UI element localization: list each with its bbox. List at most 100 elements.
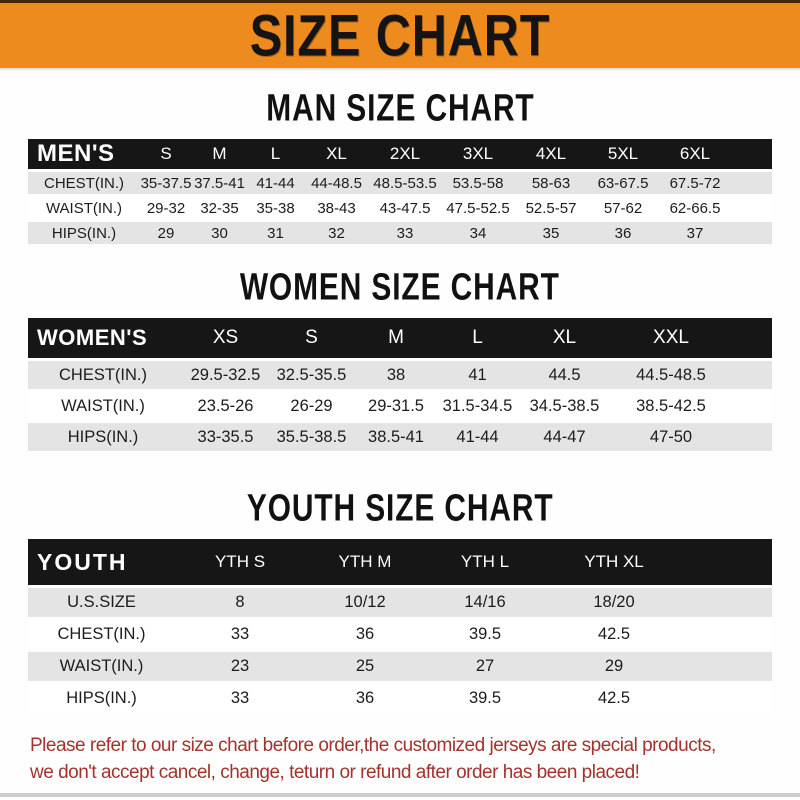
size-cell: 67.5-72: [659, 172, 731, 194]
column-header-filler: [726, 318, 772, 358]
size-cell: 48.5-53.5: [369, 172, 441, 194]
row-label: U.S.SIZE: [28, 588, 175, 617]
size-cell: 57-62: [587, 197, 659, 219]
size-cell: 36: [305, 620, 425, 649]
column-header: 6XL: [659, 139, 731, 169]
size-cell: 33: [175, 620, 305, 649]
size-cell: 41-44: [247, 172, 304, 194]
size-cell-filler: [726, 392, 772, 420]
column-header: 4XL: [515, 139, 587, 169]
size-cell: 26-29: [273, 392, 350, 420]
size-cell: 27: [425, 652, 545, 681]
footer-note: Please refer to our size chart before or…: [30, 732, 800, 786]
size-cell-filler: [683, 588, 772, 617]
table-row: U.S.SIZE 8 10/12 14/16 18/20: [28, 588, 772, 617]
column-header: 3XL: [441, 139, 515, 169]
row-label: CHEST(IN.): [28, 361, 178, 389]
section-women: WOMEN SIZE CHART WOMEN'S XS S M L XL XXL CHEST(…: [0, 247, 800, 454]
size-cell: 29-31.5: [350, 392, 442, 420]
row-label: HIPS(IN.): [28, 684, 175, 713]
size-cell: 8: [175, 588, 305, 617]
row-label: WAIST(IN.): [28, 197, 140, 219]
column-header: 5XL: [587, 139, 659, 169]
size-cell: 35: [515, 222, 587, 244]
column-header: XXL: [616, 318, 726, 358]
size-cell: 37: [659, 222, 731, 244]
size-cell: 52.5-57: [515, 197, 587, 219]
column-header: YTH L: [425, 539, 545, 585]
footer-note-line1: Please refer to our size chart before or…: [30, 735, 716, 756]
size-cell: 34: [441, 222, 515, 244]
row-label: HIPS(IN.): [28, 423, 178, 451]
size-cell: 33: [369, 222, 441, 244]
column-header: L: [442, 318, 513, 358]
size-cell: 38-43: [304, 197, 369, 219]
size-cell: 38.5-42.5: [616, 392, 726, 420]
size-cell: 23.5-26: [178, 392, 273, 420]
column-header: XL: [513, 318, 616, 358]
size-cell: 42.5: [545, 684, 683, 713]
row-label: HIPS(IN.): [28, 222, 140, 244]
column-header: M: [350, 318, 442, 358]
size-cell: 32.5-35.5: [273, 361, 350, 389]
size-cell: 35-38: [247, 197, 304, 219]
size-cell: 63-67.5: [587, 172, 659, 194]
column-header: 2XL: [369, 139, 441, 169]
table-group-label: YOUTH: [28, 539, 175, 585]
column-header: S: [273, 318, 350, 358]
size-cell: 29: [545, 652, 683, 681]
column-header: L: [247, 139, 304, 169]
size-cell: 32-35: [192, 197, 247, 219]
column-header: S: [140, 139, 192, 169]
column-header-filler: [731, 139, 772, 169]
table-row: HIPS(IN.) 33 36 39.5 42.5: [28, 684, 772, 713]
table-row: CHEST(IN.) 33 36 39.5 42.5: [28, 620, 772, 649]
column-header-filler: [683, 539, 772, 585]
size-cell: 23: [175, 652, 305, 681]
size-cell: 41: [442, 361, 513, 389]
size-cell: 35-37.5: [140, 172, 192, 194]
size-cell: 36: [305, 684, 425, 713]
youth-size-table: YOUTH YTH S YTH M YTH L YTH XL U.S.SIZE 8 10/12…: [0, 536, 800, 716]
column-header: YTH XL: [545, 539, 683, 585]
size-cell-filler: [731, 197, 772, 219]
size-cell-filler: [726, 423, 772, 451]
size-cell: 47-50: [616, 423, 726, 451]
size-cell-filler: [683, 652, 772, 681]
size-cell: 47.5-52.5: [441, 197, 515, 219]
size-cell: 14/16: [425, 588, 545, 617]
column-header: M: [192, 139, 247, 169]
size-cell: 38.5-41: [350, 423, 442, 451]
table-header-row: YOUTH YTH S YTH M YTH L YTH XL: [28, 539, 772, 585]
size-cell: 33-35.5: [178, 423, 273, 451]
section-title-women: WOMEN SIZE CHART: [240, 265, 560, 309]
size-cell-filler: [726, 361, 772, 389]
size-cell: 44.5: [513, 361, 616, 389]
row-label: CHEST(IN.): [28, 620, 175, 649]
size-cell: 32: [304, 222, 369, 244]
size-cell: 30: [192, 222, 247, 244]
size-table: WOMEN'S XS S M L XL XXL CHEST(IN.) 29.5-32.5 32.5…: [28, 315, 772, 454]
row-label: CHEST(IN.): [28, 172, 140, 194]
size-cell: 39.5: [425, 684, 545, 713]
table-group-label: MEN'S: [28, 139, 140, 169]
size-cell: 58-63: [515, 172, 587, 194]
size-cell: 43-47.5: [369, 197, 441, 219]
size-cell: 39.5: [425, 620, 545, 649]
size-cell: 25: [305, 652, 425, 681]
size-table: MEN'S S M L XL 2XL 3XL 4XL 5XL 6XL CHEST(IN.) 35-37…: [28, 136, 772, 247]
row-label: WAIST(IN.): [28, 392, 178, 420]
size-cell: 41-44: [442, 423, 513, 451]
size-cell-filler: [731, 222, 772, 244]
size-cell: 31: [247, 222, 304, 244]
table-row: WAIST(IN.) 23.5-26 26-29 29-31.5 31.5-34.5 34…: [28, 392, 772, 420]
size-cell-filler: [731, 172, 772, 194]
size-cell: 42.5: [545, 620, 683, 649]
table-row: CHEST(IN.) 29.5-32.5 32.5-35.5 38 41 44.5 44.5…: [28, 361, 772, 389]
size-cell: 10/12: [305, 588, 425, 617]
size-table: YOUTH YTH S YTH M YTH L YTH XL U.S.SIZE 8 10/12…: [28, 536, 772, 716]
men-size-table: MEN'S S M L XL 2XL 3XL 4XL 5XL 6XL CHEST(IN.) 35-37…: [0, 136, 800, 247]
size-cell: 53.5-58: [441, 172, 515, 194]
section-title-youth: YOUTH SIZE CHART: [246, 486, 554, 530]
column-header: YTH S: [175, 539, 305, 585]
